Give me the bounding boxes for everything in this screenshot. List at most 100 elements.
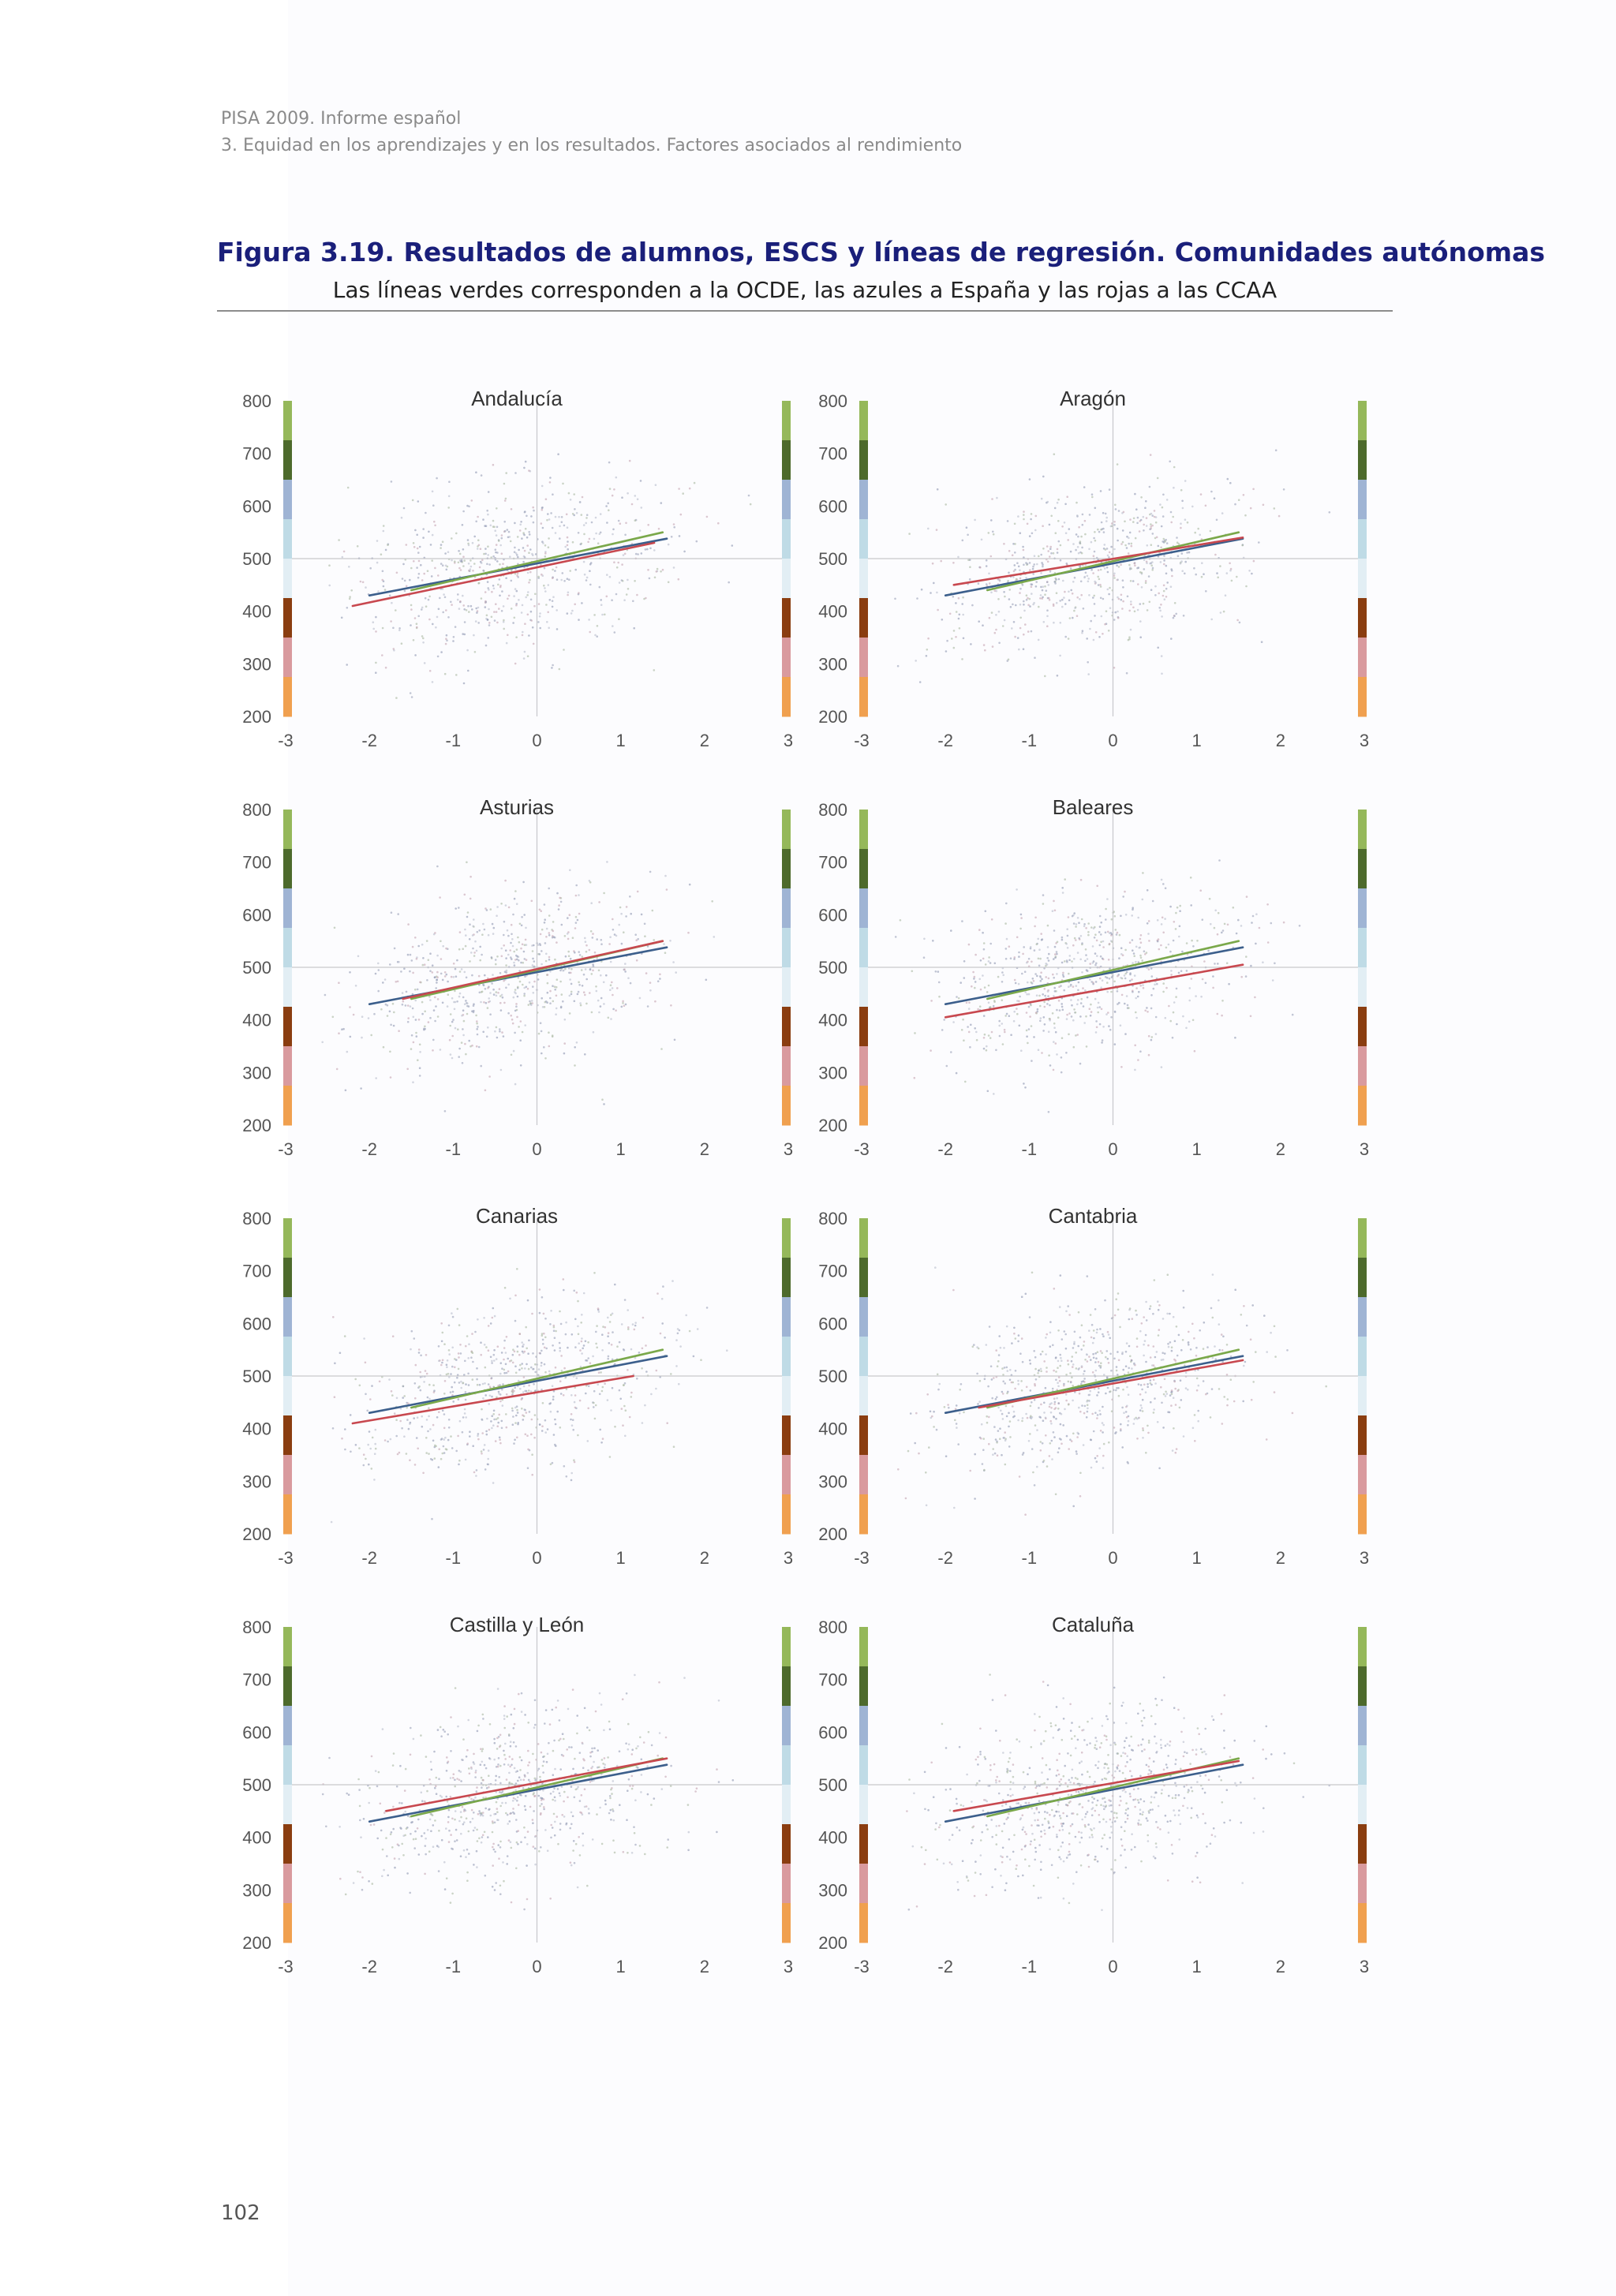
right-level-band [782, 888, 791, 929]
student-point [473, 952, 476, 954]
student-point [650, 1393, 653, 1396]
student-point [530, 1433, 533, 1436]
student-point [1135, 1418, 1139, 1420]
student-point [1116, 564, 1118, 567]
student-point [1053, 929, 1056, 932]
student-point [481, 1814, 484, 1817]
student-point [1020, 1049, 1023, 1052]
student-point [427, 598, 430, 601]
student-point [527, 1764, 529, 1767]
student-point [534, 1389, 537, 1392]
student-point [980, 538, 983, 541]
student-point [629, 896, 631, 898]
student-point [666, 1846, 668, 1849]
student-point [940, 559, 942, 563]
student-point [600, 604, 603, 606]
student-point [636, 890, 639, 893]
student-point [1117, 616, 1120, 619]
student-point [390, 481, 393, 483]
student-point [473, 1471, 476, 1474]
student-point [1196, 940, 1199, 942]
student-point [1193, 1337, 1195, 1340]
student-point [1108, 593, 1110, 596]
student-point [1032, 603, 1034, 606]
student-point [611, 1386, 614, 1389]
student-point [688, 1329, 691, 1333]
student-point [600, 1389, 604, 1393]
student-point [1135, 1345, 1139, 1348]
student-point [574, 915, 578, 918]
student-point [974, 518, 976, 522]
student-point [1079, 1410, 1082, 1413]
student-point [420, 1791, 423, 1794]
student-point [1132, 521, 1135, 523]
student-point [372, 621, 375, 623]
student-point [1052, 1344, 1054, 1347]
student-point [958, 627, 961, 630]
student-point [389, 1438, 392, 1441]
student-point [1081, 971, 1083, 974]
student-point [492, 926, 496, 929]
student-point [1121, 540, 1124, 544]
student-point [589, 881, 592, 884]
student-point [542, 1771, 544, 1774]
student-point [395, 981, 398, 983]
student-point [1179, 562, 1182, 565]
student-point [1040, 585, 1042, 589]
student-point [1035, 994, 1038, 997]
student-point [477, 1434, 479, 1438]
student-point [593, 1401, 595, 1404]
student-point [1241, 544, 1244, 547]
student-point [957, 617, 960, 620]
student-point [574, 927, 577, 929]
student-point [596, 635, 598, 638]
student-point [476, 1028, 478, 1030]
student-point [507, 1357, 509, 1360]
student-point [513, 950, 515, 953]
student-point [1083, 1378, 1086, 1380]
student-point [1121, 579, 1124, 581]
student-point [525, 596, 527, 599]
student-point [1023, 600, 1025, 603]
student-point [1005, 1325, 1008, 1328]
student-point [492, 974, 494, 976]
student-point [575, 1291, 578, 1294]
student-point [992, 530, 994, 533]
student-point [496, 906, 499, 908]
student-point [747, 494, 750, 497]
student-point [527, 1778, 530, 1782]
student-point [505, 964, 507, 967]
right-level-band [1358, 1337, 1367, 1377]
student-point [1262, 503, 1265, 507]
student-point [1171, 1036, 1174, 1039]
student-point [1117, 1359, 1120, 1362]
student-point [555, 1007, 558, 1010]
student-point [488, 1428, 491, 1431]
student-point [471, 1352, 474, 1354]
student-point [435, 626, 437, 629]
student-point [1223, 1396, 1225, 1398]
student-point [1126, 1416, 1128, 1419]
student-point [1042, 563, 1044, 566]
student-point [503, 482, 506, 485]
student-point [927, 637, 930, 640]
student-point [1117, 539, 1119, 542]
student-point [1093, 937, 1096, 939]
student-point [495, 994, 498, 997]
student-point [1110, 918, 1113, 921]
student-point [454, 1687, 457, 1689]
student-point [1102, 1335, 1105, 1337]
student-point [599, 1806, 601, 1809]
student-point [602, 1763, 604, 1765]
student-point [1055, 1378, 1057, 1382]
student-point [432, 1009, 436, 1012]
student-point [1129, 1355, 1132, 1358]
student-point [1101, 979, 1104, 982]
student-point [447, 1427, 451, 1429]
student-point [1049, 1442, 1052, 1445]
student-point [1083, 576, 1086, 579]
student-point [526, 1347, 528, 1350]
student-point [499, 1400, 502, 1403]
student-point [494, 1812, 497, 1815]
student-point [1038, 994, 1041, 997]
